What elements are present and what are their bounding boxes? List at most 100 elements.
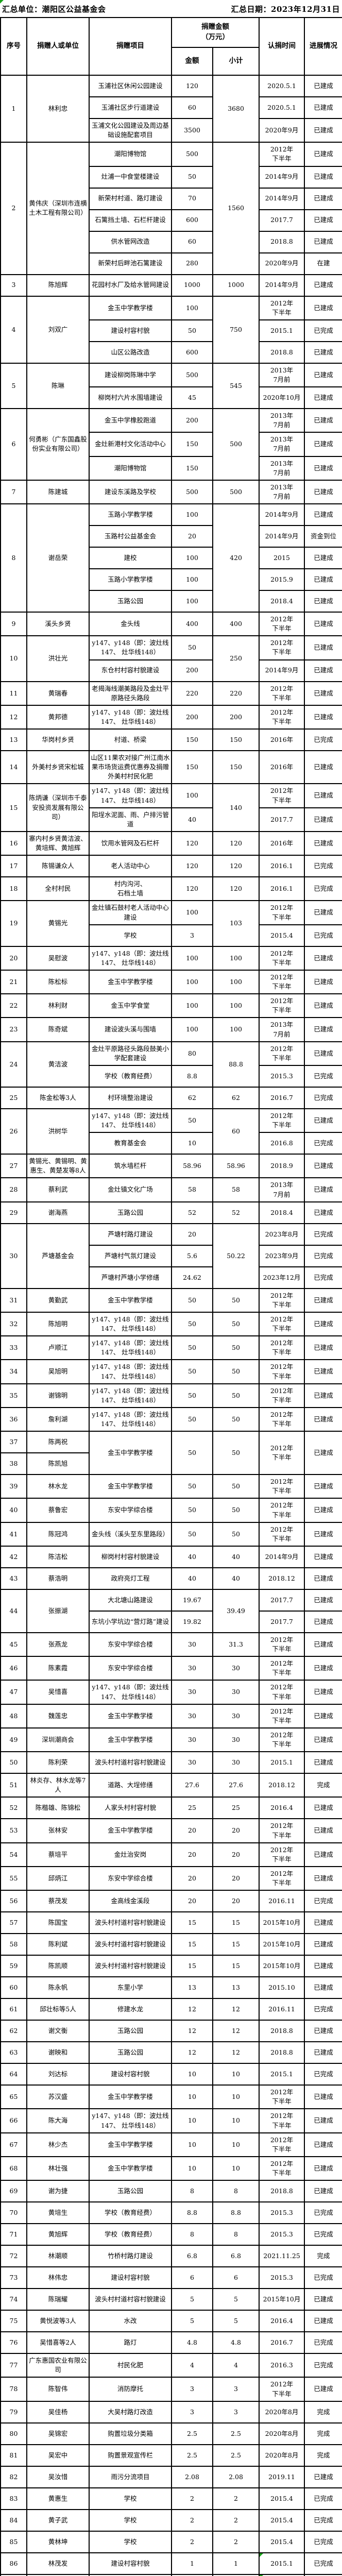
cell-amount: 13 xyxy=(171,1976,213,1999)
table-row: 69 谢为捷 玉路公园 8 8 2018.8 已建成 xyxy=(0,2180,342,2203)
cell-subtotal: 8 xyxy=(212,2223,260,2246)
cell-subtotal: 8.8 xyxy=(212,2201,260,2225)
cell-project: 东安中学综合楼 xyxy=(89,1656,172,1681)
table-row: 10 洪壮光 y147、y148（即：波灶线147、 灶华线148） 50 250 201… xyxy=(0,635,342,682)
cell-status: 已建成 xyxy=(304,503,342,526)
cell-no: 6 xyxy=(0,408,27,481)
table-row: 2 黄伟庆（深圳市连横土木工程有限公司） 潮阳博物馆 500 1560 2012年 下半年… xyxy=(0,142,342,275)
cell-subtotal: 10 xyxy=(212,2108,260,2133)
cell-project: 玉路小学教学楼 xyxy=(89,503,172,526)
cell-time: 2020年8月 xyxy=(259,2444,305,2467)
cell-time: 2014年9月 xyxy=(259,525,305,548)
table-row: 79 吴佳杨 大吴村路灯改造 3 3 2020年8月 完成 xyxy=(0,2400,342,2424)
cell-time: 2018.4 xyxy=(259,590,305,613)
cell-project: 波头村村道村容村貌建设 xyxy=(89,1933,172,1956)
cell-subtotal: 500 xyxy=(212,408,260,481)
cell-project: 金灶新港村文化活动中心 xyxy=(89,432,172,457)
cell-amount: 100 xyxy=(171,503,213,526)
cell-amount: 100 xyxy=(171,590,213,613)
cell-time: 2012年 下半年 xyxy=(259,1431,305,1476)
cell-subtotal: 2 xyxy=(212,2530,260,2553)
table-row: 68 林壮强 金玉中学教学楼 10 10 2012年 下半年 已建成 xyxy=(0,2156,342,2181)
cell-time: 2012年 下半年 xyxy=(259,993,305,1019)
cell-status: 已完成 xyxy=(304,1223,342,1246)
cell-project: y147、y148（即：波灶线147、 灶华线148） xyxy=(89,1383,172,1408)
cell-subtotal: 20 xyxy=(212,1866,260,1891)
cell-status: 已完成 xyxy=(304,2573,342,2576)
cell-project: 人家头村村容村貌 xyxy=(89,1797,172,1820)
table-row: 87刘东明建设村容村貌112015.2已完成 xyxy=(0,2573,342,2576)
cell-time: 2020年9月 xyxy=(259,252,305,275)
cell-status: 已建成 xyxy=(304,807,342,832)
cell-project: 道路、大埕修缮 xyxy=(89,1773,172,1798)
table-row: 35 谢锦明 y147、y148（即：波灶线147、 灶华线148） 50 50 2012… xyxy=(0,1383,342,1408)
table-row: 新荣村后畔池石篱建设 280 2020年9月 在建 xyxy=(1,252,342,275)
cell-amount: 80 xyxy=(171,1041,213,1066)
cell-no: 12 xyxy=(0,704,27,730)
cell-project: 消防摩托 xyxy=(89,2377,172,2402)
cell-project: 金玉中学教学楼 xyxy=(89,2132,172,2157)
cell-time: 2012年 下半年 xyxy=(259,1335,305,1361)
cell-donor: 黄瑞春 xyxy=(26,681,90,706)
cell-time: 2012年 下半年 xyxy=(259,1041,305,1066)
cell-status: 已建成 xyxy=(304,1201,342,1224)
cell-time: 2012年 下半年 xyxy=(259,969,305,995)
cell-time: 2012年 下半年 xyxy=(259,681,305,706)
cell-project: 购置垃圾分类箱 xyxy=(89,2422,172,2445)
cell-amount: 200 xyxy=(171,704,213,730)
cell-time: 2012年 下半年 xyxy=(259,1632,305,1657)
cell-donor: 陈大海 xyxy=(26,2108,90,2133)
cell-project: y147、y148（即：波灶线147、 灶华线148） xyxy=(89,1108,172,1133)
cell-amount: 19.67 xyxy=(171,1588,213,1612)
cell-project: 建设村容村貌 xyxy=(89,2573,172,2576)
cell-time: 2012年 下半年 xyxy=(259,1842,305,1867)
cell-subtotal: 1 xyxy=(212,2573,260,2576)
cell-subtotal: 30 xyxy=(212,1751,260,1774)
cell-subtotal: 750 xyxy=(212,295,260,364)
cell-time: 2012年 下半年 xyxy=(259,635,305,660)
cell-status: 已完成 xyxy=(304,1132,342,1155)
cell-donor: 詹利湖 xyxy=(26,1406,90,1432)
cell-subtotal: 1 xyxy=(212,2552,260,2575)
cell-amount: 200 xyxy=(171,408,213,433)
cell-time: 2017.7 xyxy=(259,807,305,832)
cell-project: 金玉中学教学楼 xyxy=(89,2084,172,2110)
cell-time: 2012年 下半年 xyxy=(259,1359,305,1384)
cell-time: 2015.3 xyxy=(259,1064,305,1088)
cell-subtotal: 30 xyxy=(212,1680,260,1705)
cell-status: 已建成 xyxy=(304,1521,342,1547)
cell-subtotal: 5 xyxy=(212,2288,260,2311)
cell-no: 54 xyxy=(0,1842,27,1867)
cell-amount: 50 xyxy=(171,1359,213,1384)
table-row: 30 芦塘基金会 芦塘村路灯建设 20 50.22 2023年8月 已完成 xyxy=(0,1223,342,1289)
cell-project: 东安中学综合楼 xyxy=(89,1866,172,1891)
cell-subtotal: 500 xyxy=(212,479,260,505)
cell-subtotal: 250 xyxy=(212,635,260,682)
cell-amount: 30 xyxy=(171,1727,213,1753)
cell-subtotal: 50 xyxy=(212,1521,260,1547)
cell-donor: 陈素霞 xyxy=(26,1656,90,1681)
cell-project: 雨污分流项目 xyxy=(89,2465,172,2488)
cell-project: y147、y148（即：波灶线147、 灶华线148） xyxy=(89,2108,172,2133)
cell-no: 20 xyxy=(0,945,27,971)
table-row: 玉路村公益基金会 20 2014年9月 资金到位 xyxy=(1,525,342,548)
cell-amount: 58 xyxy=(171,1177,213,1202)
table-row: 芦塘村芦塘小学修缮 24.62 2023年12月 已完成 xyxy=(1,1266,342,1289)
table-row: 芦塘村气氛灯建设 5.6 2023年9月 已完成 xyxy=(1,1244,342,1267)
cell-amount: 1 xyxy=(171,2552,213,2575)
cell-subtotal: 2.08 xyxy=(212,2465,260,2488)
cell-no: 31 xyxy=(0,1287,27,1313)
cell-amount: 15 xyxy=(171,1911,213,1935)
cell-subtotal: 150 xyxy=(212,728,260,751)
cell-no: 43 xyxy=(0,1567,27,1590)
cell-donor: 溪头乡贤 xyxy=(26,611,90,637)
cell-project: 新荣村村道、路灯建设 xyxy=(89,187,172,210)
cell-donor: 洪壮光 xyxy=(26,635,90,682)
cell-time: 2013年 7月前 xyxy=(259,1017,305,1042)
cell-status: 已建成 xyxy=(304,611,342,637)
cell-no: 71 xyxy=(0,2223,27,2246)
header-status: 进展情况 xyxy=(304,17,342,76)
cell-donor: 陈瑞耀 xyxy=(26,2288,90,2311)
cell-time: 2020年8月 xyxy=(259,2422,305,2445)
cell-time: 2013年 7月前 xyxy=(259,362,305,388)
